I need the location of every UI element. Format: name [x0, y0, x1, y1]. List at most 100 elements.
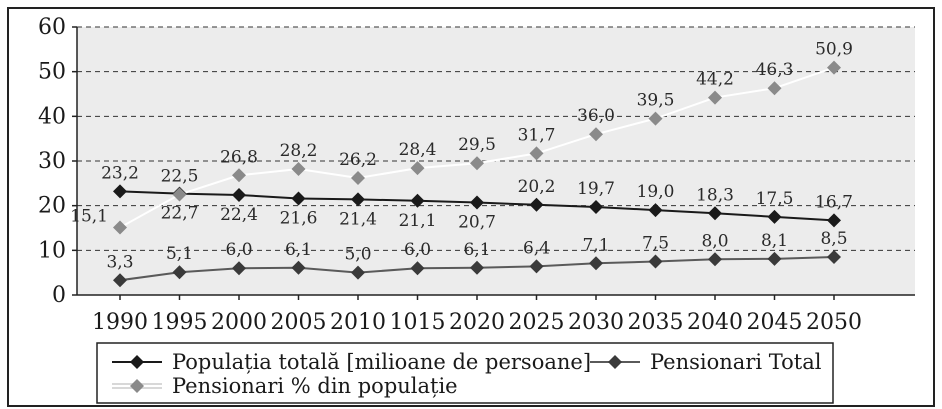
data-label: 28,2: [280, 141, 318, 161]
data-label: 36,0: [577, 106, 615, 126]
legend-box: [96, 342, 834, 404]
data-label: 21,6: [280, 209, 318, 229]
data-point: [827, 213, 841, 228]
y-tick-label: 40: [38, 104, 66, 129]
data-label: 22,4: [220, 205, 258, 225]
data-label: 16,7: [815, 192, 853, 212]
data-point: [767, 251, 782, 266]
x-tick-label: 2000: [211, 310, 267, 335]
data-label: 17,5: [756, 189, 794, 209]
data-label: 26,2: [339, 150, 377, 170]
legend-label-pensionari-pct: Pensionari % din populație: [172, 374, 458, 398]
data-point: [470, 156, 484, 171]
data-point: [410, 193, 425, 208]
x-tick-label: 1990: [92, 310, 148, 335]
x-tick-label: 2010: [330, 310, 386, 335]
data-point: [648, 111, 663, 126]
legend-label-pensionari-total: Pensionari Total: [650, 350, 822, 374]
x-axis-ticks: 1990 1995 2000 2005 2010 1015 2020 2025 2030 2035…: [92, 295, 862, 335]
data-label: 5,1: [166, 244, 193, 264]
data-point: [708, 252, 722, 267]
data-label: 20,2: [518, 177, 556, 197]
data-labels: 23,2 22,7 22,4 21,6 21,4 21,1 20,7 20,2 19,7 19,0…: [70, 40, 853, 273]
x-tick-label: 2030: [568, 310, 624, 335]
data-label: 7,5: [642, 234, 669, 254]
data-point: [232, 261, 246, 276]
data-label: 31,7: [518, 125, 556, 145]
data-point: [648, 254, 663, 269]
data-point: [351, 170, 365, 185]
data-point: [172, 265, 187, 280]
y-tick-label: 0: [52, 283, 66, 308]
data-point: [291, 260, 306, 275]
data-point: [708, 90, 722, 105]
y-tick-label: 30: [38, 149, 66, 174]
data-label: 8,0: [701, 231, 728, 251]
data-label: 8,5: [820, 229, 847, 249]
x-tick-label: 2025: [509, 310, 565, 335]
data-label: 6,1: [463, 240, 490, 260]
data-point: [172, 187, 187, 202]
data-label: 21,4: [339, 209, 377, 229]
legend-marker-pensionari-total: [608, 355, 622, 369]
data-label: 6,0: [225, 240, 252, 260]
data-point: [113, 273, 127, 288]
data-label: 5,0: [344, 245, 371, 265]
legend-marker-pensionari-pct: [130, 379, 144, 393]
data-point: [529, 146, 544, 161]
data-label: 18,3: [696, 185, 734, 205]
legend: Populația totală [milioane de persoane] …: [96, 342, 834, 404]
data-point: [351, 192, 365, 207]
data-point: [767, 209, 782, 224]
data-label: 7,1: [582, 235, 609, 255]
y-tick-label: 10: [38, 238, 66, 263]
y-tick-label: 50: [38, 60, 66, 85]
series-points: [113, 60, 841, 288]
x-tick-label: 2040: [687, 310, 743, 335]
data-point: [410, 261, 425, 276]
data-label: 22,5: [161, 167, 199, 187]
data-label: 23,2: [101, 163, 139, 183]
x-tick-label: 2045: [747, 310, 803, 335]
data-point: [827, 250, 841, 265]
data-label: 19,7: [577, 179, 615, 199]
x-tick-label: 2020: [449, 310, 505, 335]
data-label: 21,1: [399, 211, 437, 231]
data-label: 28,4: [399, 140, 437, 160]
data-label: 15,1: [70, 207, 108, 227]
chart-frame: [7, 7, 935, 407]
data-point: [232, 168, 246, 183]
data-point: [291, 191, 306, 206]
data-point: [351, 265, 365, 280]
x-tick-label: 2035: [628, 310, 684, 335]
data-label: 44,2: [696, 70, 734, 90]
data-label: 29,5: [458, 135, 496, 155]
legend-label-populatia: Populația totală [milioane de persoane]: [172, 350, 591, 374]
data-point: [648, 203, 663, 218]
data-point: [529, 197, 544, 212]
data-label: 50,9: [815, 40, 853, 60]
data-point: [232, 187, 246, 202]
data-point: [827, 60, 841, 75]
data-point: [589, 256, 603, 271]
data-point: [470, 260, 484, 275]
data-label: 19,0: [637, 182, 675, 202]
data-label: 26,8: [220, 147, 258, 167]
y-tick-label: 60: [38, 15, 66, 40]
data-point: [529, 259, 544, 274]
data-label: 6,1: [285, 240, 312, 260]
data-label: 39,5: [637, 91, 675, 111]
y-tick-label: 20: [38, 194, 66, 219]
data-point: [589, 127, 603, 142]
data-point: [113, 220, 127, 235]
data-point: [113, 184, 127, 199]
data-point: [470, 195, 484, 210]
data-point: [708, 206, 722, 221]
data-label: 8,1: [761, 231, 788, 251]
data-point: [589, 200, 603, 215]
data-point: [767, 81, 782, 96]
data-label: 20,7: [458, 213, 496, 233]
data-label: 46,3: [756, 60, 794, 80]
data-point: [291, 162, 306, 177]
